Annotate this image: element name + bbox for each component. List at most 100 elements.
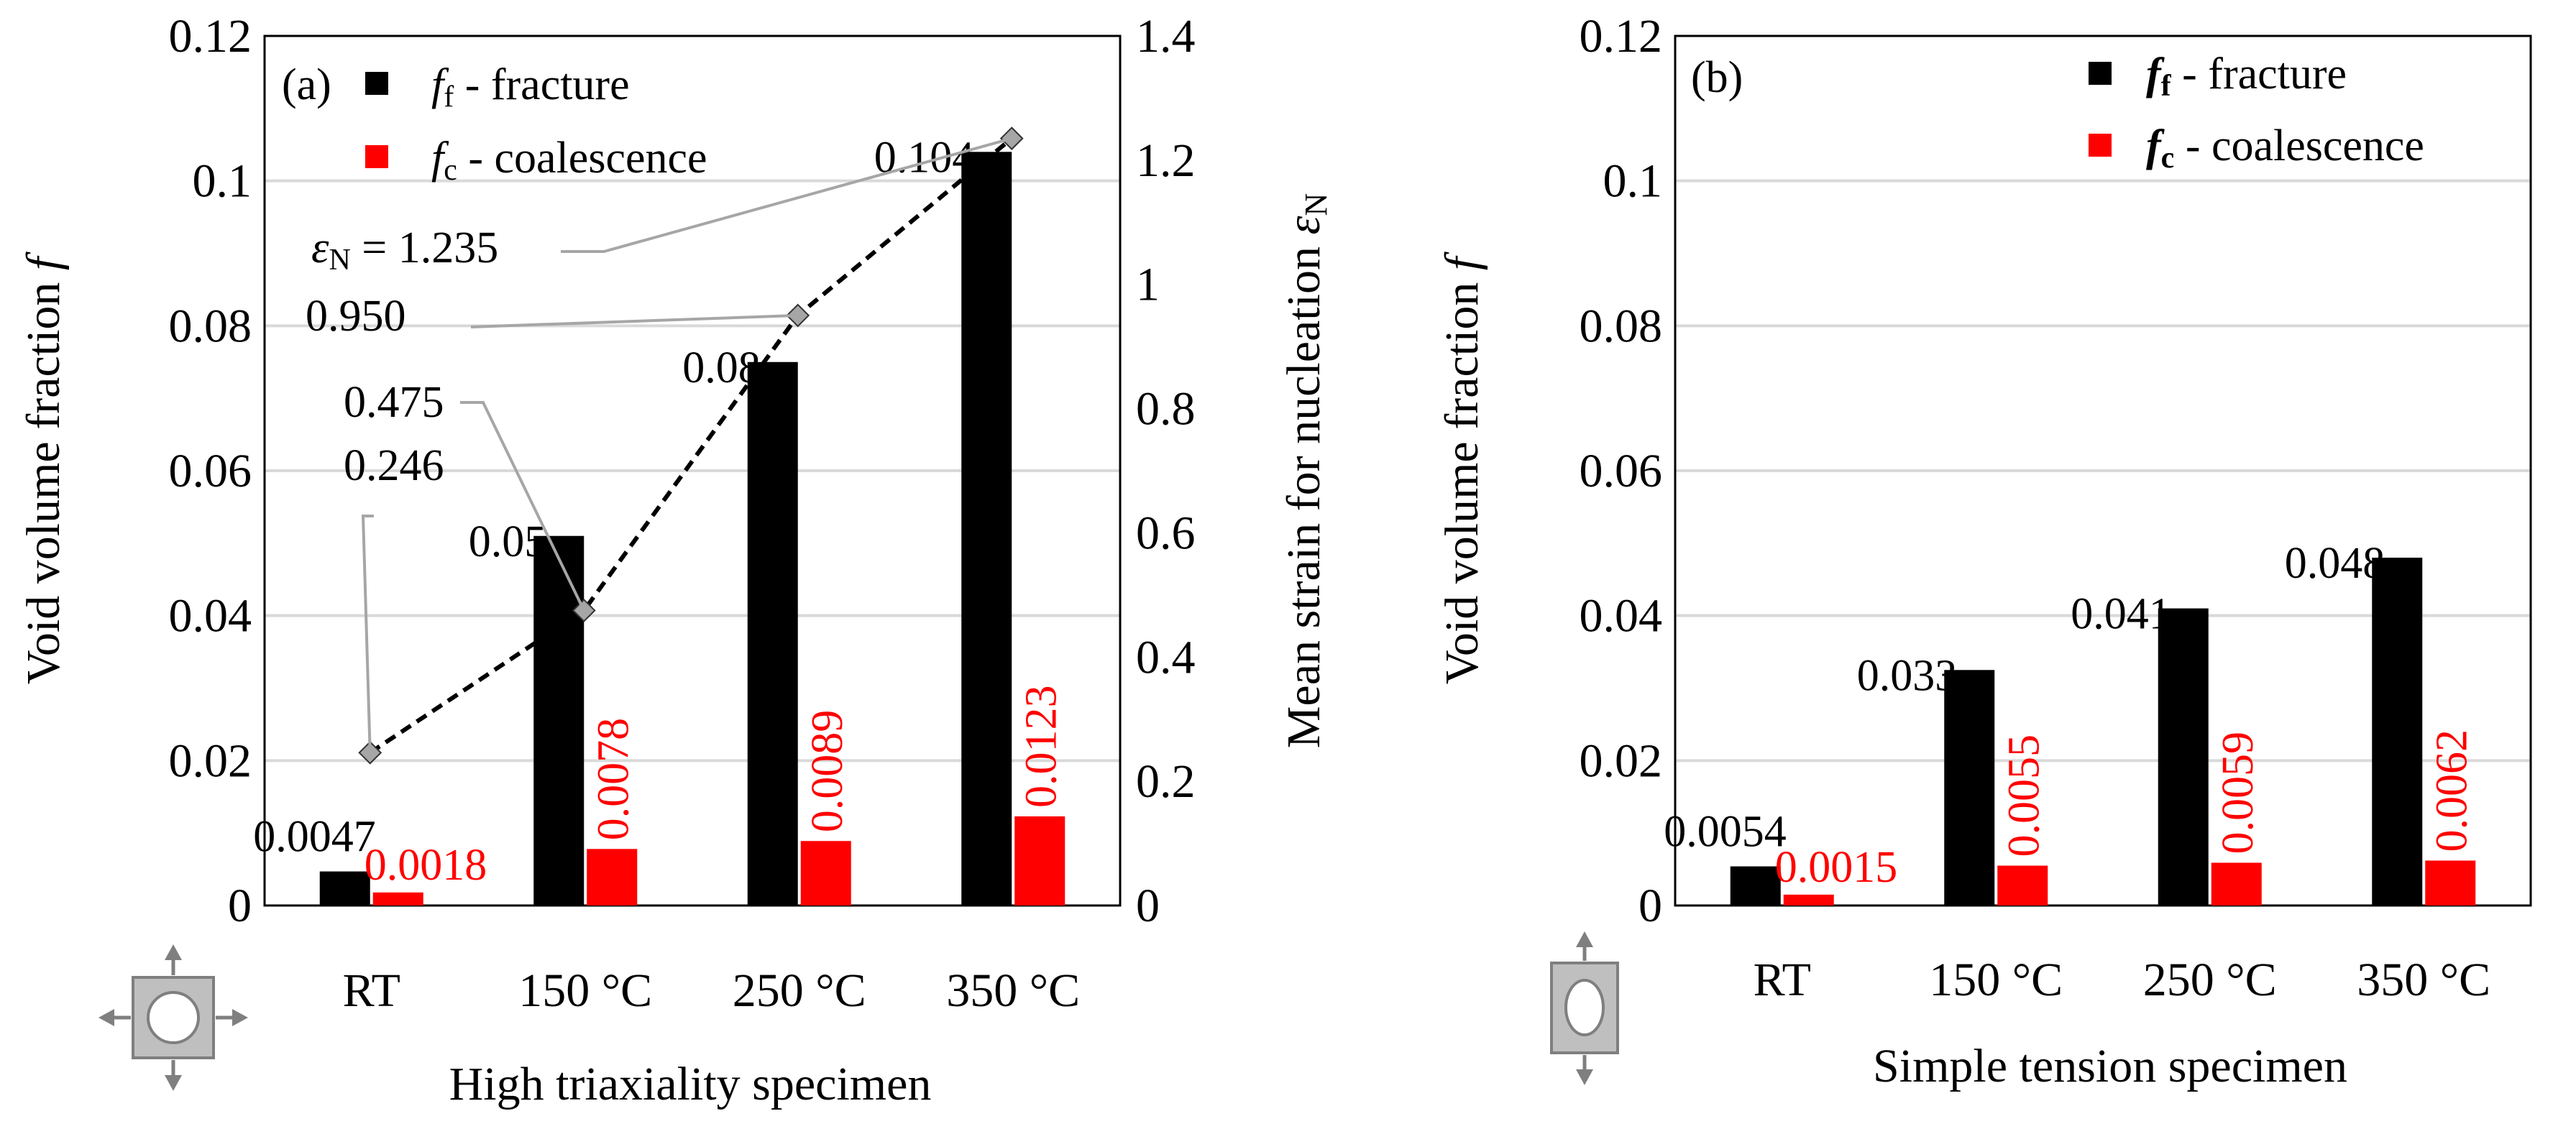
bar-fracture-rt [319,871,370,905]
y-tick-label: 0.12 [1580,10,1663,63]
legend-fracture-a: ff - fracture [431,60,630,114]
bar-fracture-350-c [2372,558,2423,905]
nucleation-leader-350-c [561,137,1012,253]
y-tick-label: 0.06 [169,445,252,497]
bars-b [1730,558,2476,905]
nucleation-label-rt: 0.246 [344,441,444,490]
right-y-tick-label: 1 [1136,259,1160,311]
bar-fracture-150-c [533,535,585,905]
x-tick-label-150-c: 150 °C [518,964,652,1017]
y-tick-label: 0.06 [1580,445,1663,497]
legend-swatch-fracture-b [2089,62,2112,85]
left-y-tick-labels-a: 0 0.02 0.04 0.06 0.08 0.1 0.12 [169,10,252,932]
bar-label-coalescence-150-c: 0.0078 [589,718,638,841]
bar-label-fracture-rt: 0.0054 [1664,808,1787,857]
y-tick-label: 0.02 [1580,734,1663,787]
bar-fracture-350-c [961,152,1012,905]
bar-coalescence-350-c [1014,816,1065,905]
bar-label-fracture-350-c: 0.048 [2285,539,2385,588]
bar-label-coalescence-rt: 0.0018 [365,841,487,890]
y-tick-label: 0.04 [169,590,252,642]
bar-label-coalescence-150-c: 0.0055 [1999,734,2048,857]
y-tick-label: 0.04 [1580,590,1663,642]
left-y-tick-labels-b: 0 0.02 0.04 0.06 0.08 0.1 0.12 [1580,10,1663,932]
legend-swatch-coalescence-a [365,145,388,168]
x-tick-labels-a: RT 150 °C 250 °C 350 °C [343,964,1081,1017]
legend-swatch-coalescence-b [2089,134,2112,157]
legend-coalescence-b: fc - coalescence [2146,121,2424,175]
panel-label-b: (b) [1691,53,1743,102]
legend-coalescence-a: fc - coalescence [431,134,707,187]
x-tick-label-350-c: 350 °C [2357,954,2490,1006]
nucleation-label-350-c: εN = 1.235 [311,224,498,277]
nucleation-leader-250-c [470,313,798,328]
y-axis-title-left-b: Void volume fraction f [1436,252,1488,684]
panel-label-a: (a) [282,60,331,109]
right-y-tick-label: 0.6 [1136,507,1196,559]
right-y-tick-label: 0.2 [1136,755,1196,808]
right-y-tick-label: 1.2 [1136,134,1196,187]
y-tick-label: 0.12 [169,10,252,63]
legend-swatch-fracture-a [365,72,388,95]
nucleation-strain-line: 0.246 0.475 0.950 εN = 1.235 [306,126,1024,765]
y-axis-title-left-a: Void volume fraction f [17,252,70,684]
bar-label-coalescence-350-c: 0.0062 [2427,729,2476,852]
bar-fracture-250-c [747,361,798,905]
x-tick-label-250-c: 250 °C [733,964,866,1017]
bar-label-fracture-350-c: 0.104 [874,133,975,182]
right-y-tick-label: 0.4 [1136,631,1196,683]
bar-coalescence-150-c [587,849,638,905]
bar-label-fracture-250-c: 0.041 [2071,590,2171,639]
plate-with-hole-biaxial-arrows-icon [98,944,248,1091]
bar-label-coalescence-250-c: 0.0089 [803,710,852,833]
y-tick-label: 0.08 [169,300,252,352]
plate-with-elliptical-hole-uniaxial-arrows-icon [1550,931,1619,1085]
x-tick-labels-b: RT 150 °C 250 °C 350 °C [1754,954,2491,1006]
right-y-tick-labels-a: 0 0.2 0.4 0.6 0.8 1 1.2 1.4 [1136,10,1196,932]
y-tick-label: 0.08 [1580,300,1663,352]
y-tick-label: 0 [228,880,252,932]
x-tick-label-rt: RT [1754,954,1811,1006]
bar-label-coalescence-rt: 0.0015 [1775,843,1898,892]
bar-fracture-250-c [2158,608,2209,905]
legend-fracture-b: ff - fracture [2146,50,2347,103]
y-tick-label: 0 [1638,880,1662,932]
bar-coalescence-150-c [1997,865,2048,905]
bar-label-fracture-250-c: 0.08 [682,344,761,392]
x-tick-label-350-c: 350 °C [946,964,1080,1017]
nucleation-strain-dashed-line [369,137,1014,755]
bar-coalescence-rt [1783,894,1834,905]
right-y-tick-label: 0 [1136,880,1160,932]
y-tick-label: 0.02 [169,734,252,787]
y-tick-label: 0.1 [193,155,252,208]
panel-a: 0.0047 0.05 0.08 0.104 0.0018 0.0078 0.0089 0.0… [17,10,1334,1110]
right-y-tick-label: 0.8 [1136,383,1196,436]
bar-label-fracture-150-c: 0.05 [469,517,547,566]
bar-labels-a: 0.0047 0.05 0.08 0.104 0.0018 0.0078 0.0089 0.0… [253,133,1065,890]
panel-b: 0.0054 0.033 0.041 0.048 0.0015 0.0055 0.0059 0… [1436,10,2532,1092]
x-tick-label-rt: RT [343,964,400,1017]
right-y-tick-label: 1.4 [1136,10,1196,63]
y-tick-label: 0.1 [1603,155,1663,208]
bar-fracture-150-c [1944,670,1995,905]
bar-fracture-rt [1730,866,1781,905]
x-tick-label-250-c: 250 °C [2143,954,2277,1006]
x-axis-title-a: High triaxiality specimen [449,1058,932,1110]
x-axis-title-b: Simple tension specimen [1873,1040,2347,1092]
x-tick-label-150-c: 150 °C [1929,954,2063,1006]
bars-a [319,152,1065,905]
bar-label-coalescence-350-c: 0.0123 [1017,685,1065,808]
plot-area-border-b [1674,34,2532,907]
bar-label-fracture-rt: 0.0047 [253,813,376,862]
plot-area-border-a [263,34,1122,907]
nucleation-label-150-c: 0.475 [344,378,444,427]
bar-coalescence-250-c [2211,862,2262,905]
bar-label-coalescence-250-c: 0.0059 [2214,732,2263,854]
y-axis-title-right-a: Mean strain for nucleation εN [1278,193,1334,749]
nucleation-leader-150-c [460,401,586,612]
bar-coalescence-rt [372,892,423,905]
nucleation-leader-rt [361,515,374,753]
bar-label-fracture-150-c: 0.033 [1857,651,1958,700]
